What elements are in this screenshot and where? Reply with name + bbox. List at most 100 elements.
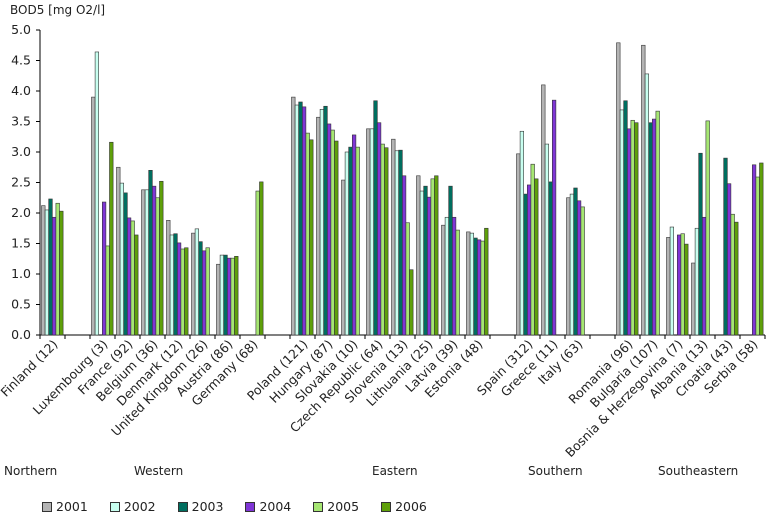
bar-hungary-2005 — [330, 129, 335, 336]
y-tick-label: 4.0 — [11, 83, 31, 98]
bar-finland-2005 — [55, 202, 60, 336]
legend-label: 2004 — [259, 499, 292, 514]
bar-bulgaria-2003 — [648, 122, 653, 336]
bar-finland-2006 — [59, 210, 64, 336]
bar-finland-2002 — [44, 209, 49, 336]
bar-latvia-2003 — [448, 185, 453, 336]
bar-united-kingdom-2002 — [194, 228, 200, 336]
bar-poland-2002 — [294, 104, 300, 336]
bar-spain-2004 — [526, 184, 532, 336]
bar-estonia-2003 — [473, 237, 478, 336]
bar-finland-2004 — [51, 216, 57, 336]
bar-denmark-2006 — [184, 247, 189, 336]
bar-bosnia-herzegovina-2005 — [680, 233, 685, 336]
legend: 2001 2002 2003 2004 2005 2006 — [42, 499, 449, 514]
bar-united-kingdom-2005 — [205, 247, 210, 336]
bar-united-kingdom-2003 — [198, 241, 203, 336]
bar-poland-2003 — [298, 101, 303, 336]
bar-luxembourg-2001 — [91, 96, 96, 336]
bar-spain-2001 — [516, 153, 521, 336]
legend-item-2005: 2005 — [313, 499, 359, 514]
bar-denmark-2005 — [180, 248, 185, 336]
bar-spain-2003 — [523, 193, 528, 336]
bar-serbia-2005 — [755, 176, 760, 336]
bar-slovakia-2002 — [344, 151, 350, 336]
bar-belgium-2006 — [159, 180, 164, 336]
bar-albania-2003 — [698, 152, 703, 336]
bar-hungary-2006 — [334, 140, 339, 336]
bar-lithuania-2002 — [419, 190, 425, 336]
y-tick-label: 2.5 — [11, 175, 31, 190]
bar-belgium-2002 — [144, 189, 150, 336]
y-tick-label: 0.5 — [11, 297, 31, 312]
legend-swatch — [42, 501, 52, 512]
region-label-eastern: Eastern — [372, 464, 418, 478]
bar-belgium-2001 — [141, 189, 146, 336]
legend-item-2001: 2001 — [42, 499, 88, 514]
bar-romania-2003 — [623, 100, 628, 336]
bar-lithuania-2003 — [423, 185, 428, 336]
bar-austria-2006 — [234, 256, 239, 336]
bar-spain-2006 — [534, 178, 539, 336]
bar-lithuania-2005 — [430, 178, 435, 336]
bar-finland-2001 — [41, 205, 46, 336]
bar-slovenia-2004 — [401, 175, 407, 336]
bar-croatia-2004 — [726, 183, 732, 336]
y-tick-label: 1.5 — [11, 236, 31, 251]
bar-slovenia-2006 — [409, 269, 414, 336]
region-label-western: Western — [134, 464, 184, 478]
bar-denmark-2004 — [177, 242, 182, 336]
bar-slovenia-2001 — [391, 138, 396, 336]
bar-lithuania-2006 — [434, 175, 439, 336]
bar-france-2005 — [130, 220, 135, 336]
bar-bosnia-herzegovina-2001 — [666, 237, 671, 336]
bar-hungary-2001 — [316, 116, 321, 336]
bar-croatia-2003 — [723, 157, 728, 336]
bar-lithuania-2001 — [416, 175, 421, 336]
bar-latvia-2002 — [444, 216, 450, 336]
bar-bulgaria-2002 — [644, 73, 649, 336]
region-label-southeastern: Southeastern — [658, 464, 739, 478]
bar-luxembourg-2006 — [109, 141, 114, 336]
legend-item-2003: 2003 — [177, 499, 223, 514]
bar-bosnia-herzegovina-2002 — [669, 226, 674, 336]
y-tick-label: 4.5 — [11, 53, 31, 68]
legend-swatch — [177, 501, 188, 512]
bar-albania-2005 — [705, 120, 710, 336]
bar-czech-republic-2002 — [369, 128, 375, 336]
bar-latvia-2001 — [441, 224, 446, 336]
bar-poland-2004 — [301, 106, 307, 336]
bar-greece-2001 — [541, 84, 546, 336]
bar-estonia-2004 — [476, 239, 482, 336]
bar-slovakia-2005 — [355, 146, 360, 336]
bar-luxembourg-2002 — [94, 51, 99, 336]
bar-czech-republic-2003 — [373, 100, 378, 336]
legend-item-2006: 2006 — [381, 499, 427, 514]
legend-label: 2005 — [327, 499, 360, 514]
bar-united-kingdom-2001 — [191, 232, 196, 336]
y-tick-label: 3.0 — [11, 144, 31, 159]
region-label-southern: Southern — [528, 464, 583, 478]
bar-greece-2002 — [544, 143, 549, 336]
legend-item-2002: 2002 — [109, 499, 156, 514]
bar-austria-2002 — [219, 254, 225, 336]
bar-slovakia-2001 — [341, 179, 346, 336]
bar-estonia-2005 — [480, 240, 485, 336]
bar-italy-2003 — [573, 187, 578, 336]
bar-greece-2003 — [548, 181, 553, 336]
legend-swatch — [245, 501, 256, 512]
bar-austria-2003 — [223, 254, 228, 336]
bar-spain-2002 — [519, 130, 524, 336]
bar-albania-2002 — [694, 227, 699, 336]
bar-italy-2004 — [576, 200, 582, 336]
bar-poland-2001 — [291, 96, 296, 336]
y-tick-label: 5.0 — [11, 22, 31, 37]
bar-france-2002 — [119, 182, 124, 336]
bar-romania-2005 — [630, 119, 635, 336]
bar-bosnia-herzegovina-2006 — [684, 243, 689, 336]
bar-czech-republic-2005 — [380, 143, 385, 336]
bar-france-2003 — [123, 192, 128, 336]
bar-romania-2002 — [619, 109, 624, 336]
bar-luxembourg-2004 — [102, 201, 107, 336]
legend-swatch — [109, 501, 120, 512]
